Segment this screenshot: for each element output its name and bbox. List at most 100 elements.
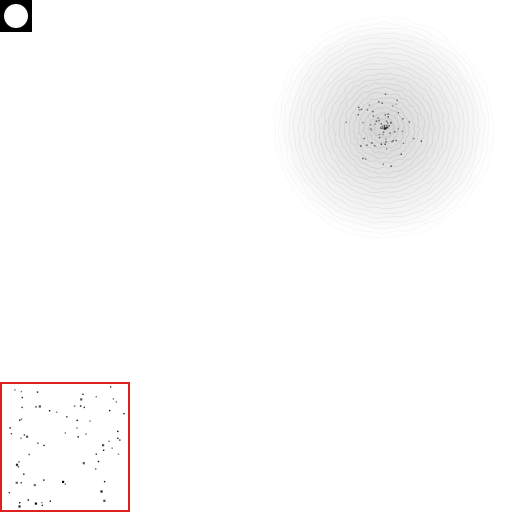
scatter-dot [115,401,118,403]
blob-speck [382,133,384,136]
blob-speck [382,163,384,165]
scatter-dot [41,501,43,504]
blob-speck [374,145,376,147]
blob-speck [381,102,383,104]
circle-toggle-button[interactable] [0,0,32,32]
blob-specks [345,93,422,167]
blob-speck [395,139,397,142]
blob-graphic [270,14,498,242]
blob-speck [383,124,386,127]
blob-speck [384,128,386,130]
blob-speck [363,137,365,140]
blob-speck [380,143,382,145]
scatter-dot [76,419,78,422]
scatter-dot [38,405,41,408]
scatter-dot [103,480,106,483]
scatter-dot [119,439,121,441]
blob-speck [385,127,388,130]
scatter-dot [109,409,111,412]
blob-speck [413,137,415,140]
scatter-dot-panel[interactable] [0,382,130,512]
blob-speck [390,121,392,123]
scatter-dot [76,427,78,429]
scatter-dot [117,430,119,433]
blob-speck [381,127,383,129]
blob-speck [384,143,386,145]
scatter-dot [28,453,30,456]
scatter-dot [41,504,43,507]
scatter-dot [15,463,19,466]
blob-speck [370,127,372,130]
blob-speck [383,127,386,129]
scatter-dot [117,453,120,455]
scatter-dot [26,435,29,438]
blob-speck [380,127,382,129]
scatter-dot [117,437,119,439]
scatter-dot [20,418,23,420]
blob-ring [322,67,445,190]
blob-speck [366,109,369,111]
blob-speck [366,144,368,146]
scatter-dot [27,499,29,501]
blob-ring [297,42,469,215]
blob-speck [377,117,379,119]
blob-speck [391,105,394,107]
scatter-dot [18,505,21,508]
blob-speck [360,145,362,147]
scatter-dot [111,447,113,449]
blob-speck [401,130,404,132]
scatter-dot [43,444,45,447]
blob-ring [348,92,421,164]
blob-speck [362,157,364,160]
blob-speck [408,121,410,123]
scatter-dot [49,500,51,502]
blob-ring [372,116,397,139]
blob-speck [378,136,381,139]
blob-speck [387,125,389,127]
scatter-dot [83,406,85,409]
scatter-dot [23,473,25,475]
blob-speck [395,103,397,105]
scatter-dot [15,481,18,484]
blob-speck [385,148,388,150]
scatter-dot [20,390,23,393]
blob-speck [374,123,376,125]
blob-speck [385,126,388,129]
scatter-dot [8,492,10,494]
blob-ring [362,106,406,149]
blob-speck [402,142,405,144]
blob-speck [387,116,389,118]
scatter-dot [112,398,115,400]
scatter-dot [80,398,83,401]
scatter-dot [79,405,82,407]
blob-speck [392,140,394,142]
blob-speck [378,119,380,122]
scatter-dot [36,391,39,393]
blob-speck [369,124,372,126]
scatter-dot [108,440,110,442]
blob-ring [352,97,416,160]
scatter-dot [21,396,23,399]
scatter-dot [37,442,39,444]
blob-ring [332,77,436,179]
scatter-dot [66,416,68,418]
scatter-dot [102,449,105,451]
blob-speck [385,124,388,127]
scatter-dot [48,410,51,412]
radial-noise-blob [268,12,500,244]
scatter-dot [9,427,11,429]
blob-ring [327,72,441,183]
scatter-dot [123,413,125,415]
scatter-dot [33,484,36,487]
blob-speck [372,115,374,117]
blob-speck [345,121,347,123]
circle-icon [4,4,28,28]
scatter-dot [95,468,97,470]
blob-speck [386,126,389,129]
blob-speck [358,106,360,109]
scatter-dot [85,433,87,435]
blob-speck [385,138,387,140]
blob-speck [383,125,386,127]
blob-speck [420,140,422,142]
